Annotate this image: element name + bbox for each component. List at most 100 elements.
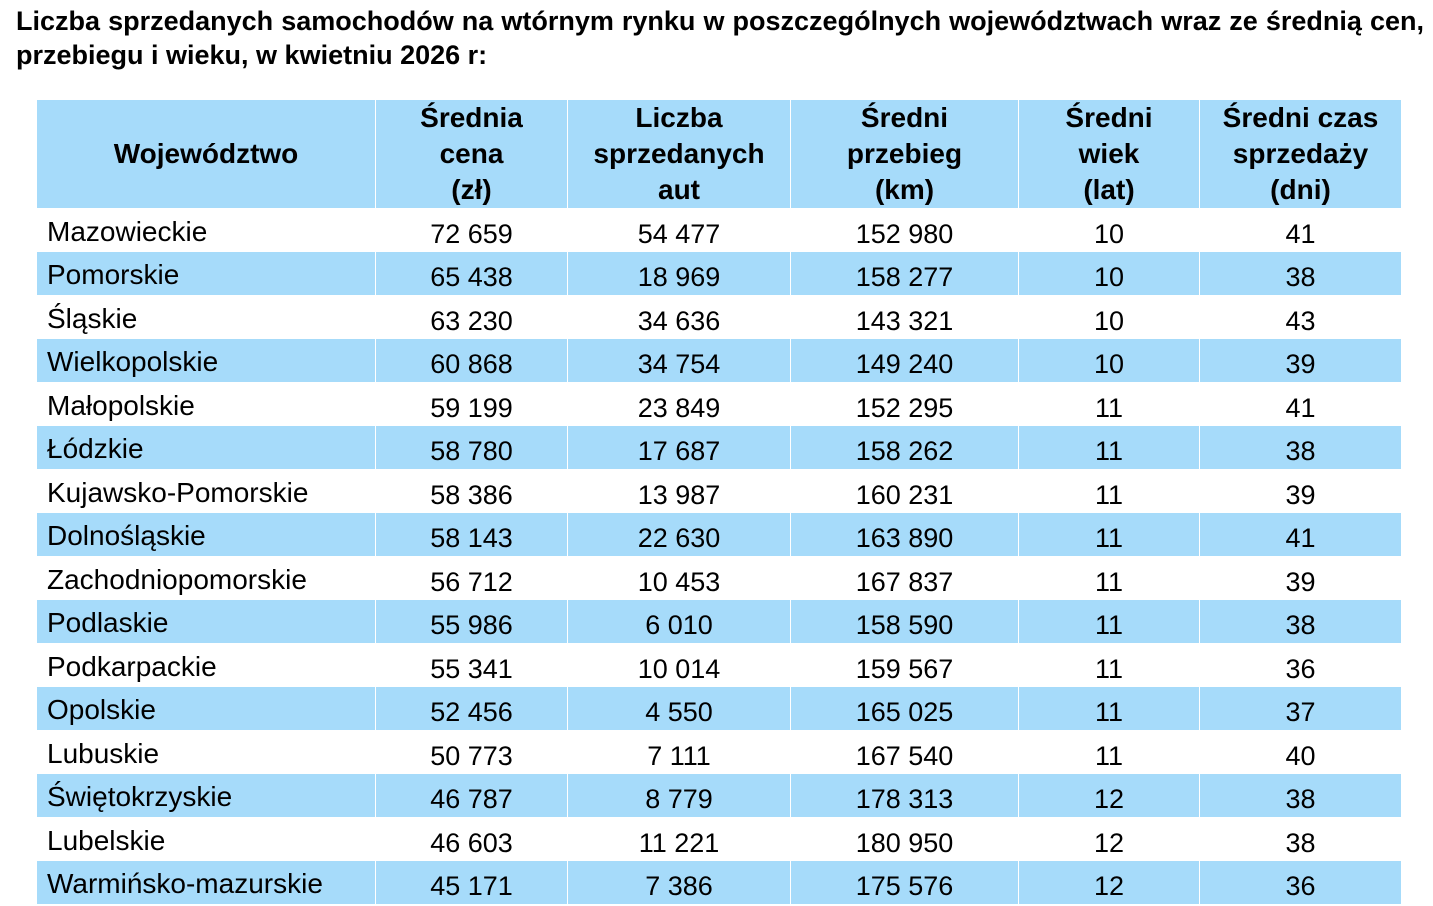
voivodeship-table: Województwo Średnia cena (zł) Liczba spr… — [37, 100, 1401, 904]
mileage-cell: 158 277 — [791, 251, 1019, 295]
age-cell: 12 — [1019, 860, 1200, 904]
sold-count-cell: 11 221 — [568, 817, 791, 861]
sale-time-cell: 38 — [1200, 599, 1401, 643]
table-row: Świętokrzyskie 46 787 8 779 178 313 12 38 — [37, 773, 1401, 817]
mileage-cell: 163 890 — [791, 512, 1019, 556]
table-row: Warmińsko-mazurskie 45 171 7 386 175 576 12 3… — [37, 860, 1401, 904]
region-cell: Wielkopolskie — [37, 338, 376, 382]
price-cell: 55 341 — [376, 643, 568, 687]
sold-count-cell: 8 779 — [568, 773, 791, 817]
header-cell: Średnia cena (zł) — [376, 100, 568, 208]
header-line: Średni czas — [1222, 102, 1379, 133]
mileage-cell: 159 567 — [791, 643, 1019, 687]
header-line: (lat) — [1083, 174, 1135, 205]
sold-count-cell: 10 453 — [568, 556, 791, 600]
sale-time-cell: 38 — [1200, 251, 1401, 295]
age-cell: 11 — [1019, 512, 1200, 556]
header-line: Województwo — [113, 138, 299, 169]
price-cell: 63 230 — [376, 295, 568, 339]
header-line: Średni — [860, 102, 949, 133]
age-cell: 11 — [1019, 643, 1200, 687]
header-line: wiek — [1078, 138, 1140, 169]
region-cell: Śląskie — [37, 295, 376, 339]
table-row: Łódzkie 58 780 17 687 158 262 11 38 — [37, 425, 1401, 469]
sale-time-cell: 41 — [1200, 382, 1401, 426]
sold-count-cell: 22 630 — [568, 512, 791, 556]
sold-count-cell: 34 636 — [568, 295, 791, 339]
table-row: Podkarpackie 55 341 10 014 159 567 11 36 — [37, 643, 1401, 687]
sale-time-cell: 37 — [1200, 686, 1401, 730]
region-cell: Lubelskie — [37, 817, 376, 861]
price-cell: 72 659 — [376, 208, 568, 252]
region-cell: Podlaskie — [37, 599, 376, 643]
table-row: Podlaskie 55 986 6 010 158 590 11 38 — [37, 599, 1401, 643]
sale-time-cell: 40 — [1200, 730, 1401, 774]
age-cell: 10 — [1019, 251, 1200, 295]
price-cell: 56 712 — [376, 556, 568, 600]
region-cell: Zachodniopomorskie — [37, 556, 376, 600]
header-cell: Średni wiek (lat) — [1019, 100, 1200, 208]
table-row: Małopolskie 59 199 23 849 152 295 11 41 — [37, 382, 1401, 426]
header-line: (zł) — [451, 174, 492, 205]
mileage-cell: 180 950 — [791, 817, 1019, 861]
region-cell: Łódzkie — [37, 425, 376, 469]
page-title: Liczba sprzedanych samochodów na wtórnym… — [16, 6, 1424, 70]
header-line: (dni) — [1270, 174, 1331, 205]
table-row: Śląskie 63 230 34 636 143 321 10 43 — [37, 295, 1401, 339]
mileage-cell: 152 295 — [791, 382, 1019, 426]
sold-count-cell: 18 969 — [568, 251, 791, 295]
age-cell: 10 — [1019, 295, 1200, 339]
header-line: sprzedaży — [1232, 138, 1369, 169]
age-cell: 11 — [1019, 599, 1200, 643]
sale-time-cell: 41 — [1200, 512, 1401, 556]
sold-count-cell: 7 386 — [568, 860, 791, 904]
mileage-cell: 149 240 — [791, 338, 1019, 382]
sold-count-cell: 13 987 — [568, 469, 791, 513]
header-row: Województwo Średnia cena (zł) Liczba spr… — [37, 100, 1401, 208]
age-cell: 11 — [1019, 730, 1200, 774]
sale-time-cell: 39 — [1200, 338, 1401, 382]
sale-time-cell: 38 — [1200, 817, 1401, 861]
mileage-cell: 143 321 — [791, 295, 1019, 339]
table-row: Kujawsko-Pomorskie 58 386 13 987 160 231 11 3… — [37, 469, 1401, 513]
table-row: Pomorskie 65 438 18 969 158 277 10 38 — [37, 251, 1401, 295]
mileage-cell: 167 837 — [791, 556, 1019, 600]
age-cell: 11 — [1019, 556, 1200, 600]
region-cell: Małopolskie — [37, 382, 376, 426]
region-cell: Warmińsko-mazurskie — [37, 860, 376, 904]
region-cell: Lubuskie — [37, 730, 376, 774]
sold-count-cell: 34 754 — [568, 338, 791, 382]
price-cell: 59 199 — [376, 382, 568, 426]
sold-count-cell: 4 550 — [568, 686, 791, 730]
header-line: (km) — [874, 174, 935, 205]
table-row: Dolnośląskie 58 143 22 630 163 890 11 41 — [37, 512, 1401, 556]
region-cell: Podkarpackie — [37, 643, 376, 687]
age-cell: 10 — [1019, 208, 1200, 252]
price-cell: 55 986 — [376, 599, 568, 643]
header-cell: Województwo — [37, 100, 376, 208]
price-cell: 65 438 — [376, 251, 568, 295]
price-cell: 50 773 — [376, 730, 568, 774]
region-cell: Pomorskie — [37, 251, 376, 295]
region-cell: Dolnośląskie — [37, 512, 376, 556]
age-cell: 12 — [1019, 773, 1200, 817]
price-cell: 52 456 — [376, 686, 568, 730]
price-cell: 46 787 — [376, 773, 568, 817]
header-line: Średni — [1065, 102, 1153, 133]
sale-time-cell: 39 — [1200, 556, 1401, 600]
sold-count-cell: 6 010 — [568, 599, 791, 643]
mileage-cell: 178 313 — [791, 773, 1019, 817]
mileage-cell: 158 590 — [791, 599, 1019, 643]
region-cell: Mazowieckie — [37, 208, 376, 252]
header-line: aut — [658, 174, 700, 205]
price-cell: 58 386 — [376, 469, 568, 513]
header-line: przebieg — [846, 138, 963, 169]
header-cell: Średni przebieg (km) — [791, 100, 1019, 208]
price-cell: 58 780 — [376, 425, 568, 469]
mileage-cell: 160 231 — [791, 469, 1019, 513]
sale-time-cell: 36 — [1200, 860, 1401, 904]
sold-count-cell: 10 014 — [568, 643, 791, 687]
sale-time-cell: 43 — [1200, 295, 1401, 339]
table-row: Wielkopolskie 60 868 34 754 149 240 10 39 — [37, 338, 1401, 382]
header-cell: Liczba sprzedanych aut — [568, 100, 791, 208]
